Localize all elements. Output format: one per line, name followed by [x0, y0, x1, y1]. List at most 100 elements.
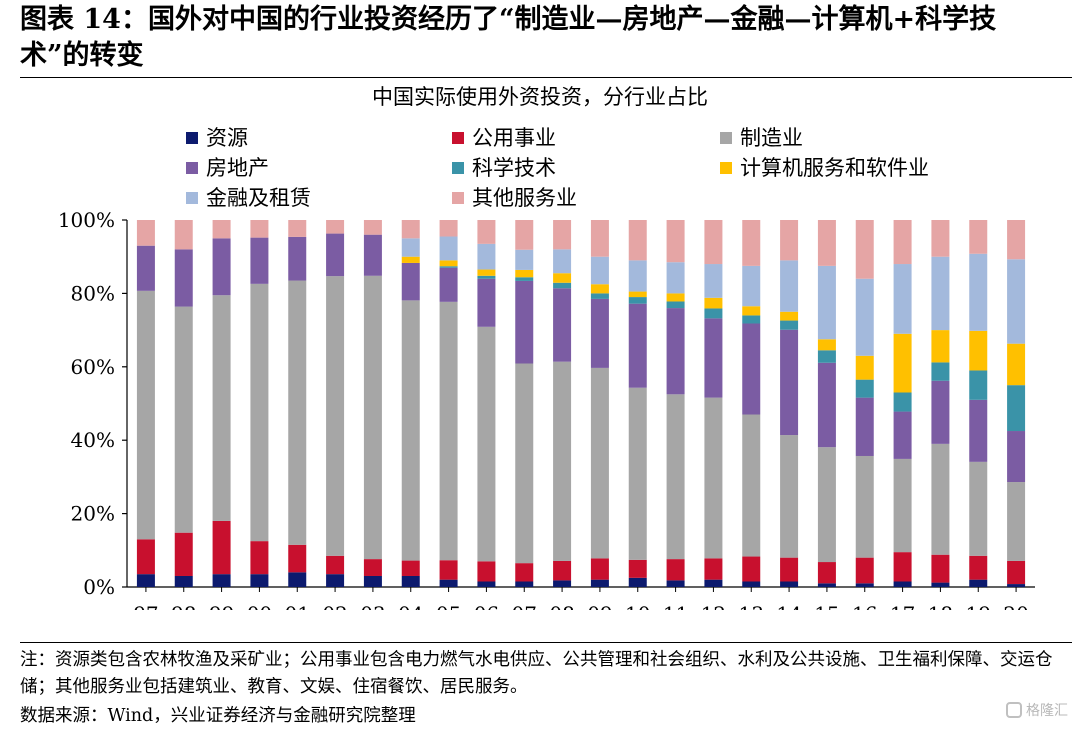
- bar-segment: [742, 265, 761, 307]
- y-tick-label: 20%: [71, 502, 115, 526]
- bar-segment: [780, 581, 799, 587]
- x-tick-label: 09: [587, 602, 612, 610]
- y-tick-label: 100%: [58, 208, 115, 232]
- bar-segment: [742, 581, 761, 587]
- bar-segment: [1007, 584, 1026, 587]
- bar-segment: [174, 575, 193, 587]
- bar-segment: [969, 555, 988, 580]
- bar-segment: [704, 264, 723, 298]
- legend-label: 科学技术: [472, 156, 556, 180]
- bar-segment: [553, 361, 572, 561]
- bar-segment: [742, 414, 761, 557]
- bar-segment: [893, 333, 912, 393]
- legend-label: 其他服务业: [472, 186, 577, 210]
- bar-segment: [780, 329, 799, 436]
- bar-segment: [590, 293, 609, 299]
- bar-segment: [553, 580, 572, 587]
- legend-label: 制造业: [740, 126, 803, 150]
- x-tick-label: 06: [474, 602, 499, 610]
- bar-segment: [1007, 385, 1026, 432]
- bar-segment: [250, 237, 269, 284]
- bar-segment: [780, 320, 799, 330]
- bar-segment: [515, 269, 534, 278]
- bar-segment: [855, 278, 874, 356]
- bar-segment: [212, 520, 231, 575]
- bar-segment: [817, 562, 836, 584]
- bar-segment: [742, 306, 761, 316]
- bar-segment: [326, 233, 345, 277]
- bar-segment: [855, 355, 874, 380]
- legend-swatch: [720, 132, 732, 144]
- bar-segment: [780, 557, 799, 582]
- stacked-bar-chart: 0% 20% 40% 60% 80% 100% 97 98 99 00 01 02 03 04 05 06 07…: [58, 208, 1035, 610]
- bar-segment: [250, 283, 269, 542]
- legend-item: 房地产: [186, 154, 269, 182]
- bar-segment: [1007, 259, 1026, 344]
- bar-segment: [931, 330, 950, 363]
- legend-swatch: [186, 132, 198, 144]
- bar-segment: [136, 220, 155, 246]
- x-tick-label: 03: [360, 602, 385, 610]
- bar-segment: [969, 370, 988, 400]
- bar-segment: [439, 236, 458, 261]
- bar-segment: [704, 397, 723, 559]
- bar-segment: [893, 220, 912, 265]
- x-tick-label: 18: [928, 602, 953, 610]
- x-tick-label: 98: [171, 602, 196, 610]
- bar-segment: [628, 559, 647, 578]
- bar-segment: [515, 249, 534, 270]
- bar-segment: [477, 275, 496, 279]
- bar-segment: [477, 278, 496, 327]
- bar-segment: [515, 220, 534, 250]
- bar-segment: [326, 276, 345, 556]
- bar-segment: [439, 220, 458, 237]
- bar-segment: [628, 577, 647, 587]
- bar-segment: [439, 260, 458, 267]
- bar-segment: [855, 557, 874, 584]
- bar-segment: [1007, 482, 1026, 561]
- bar-segment: [931, 554, 950, 583]
- data-source: 数据来源：Wind，兴业证券经济与金融研究院整理: [20, 706, 416, 726]
- bar-segment: [817, 583, 836, 587]
- watermark: 格隆汇: [1006, 700, 1068, 720]
- legend-label: 公用事业: [472, 126, 556, 150]
- x-tick-label: 12: [701, 602, 726, 610]
- bar-segment: [780, 220, 799, 261]
- bar-segment: [553, 249, 572, 274]
- bar-segment: [969, 253, 988, 331]
- bar-segment: [288, 572, 307, 587]
- legend-item: 公用事业: [452, 124, 556, 152]
- bar-segment: [969, 330, 988, 371]
- bar-segment: [1007, 220, 1026, 260]
- bar-segment: [817, 362, 836, 448]
- bar-segment: [477, 326, 496, 562]
- bar-segment: [439, 301, 458, 561]
- bar-segment: [515, 563, 534, 582]
- bar-segment: [666, 301, 685, 309]
- bar-segment: [553, 273, 572, 283]
- x-tick-label: 08: [549, 602, 574, 610]
- bar-segment: [628, 260, 647, 292]
- x-tick-label: 00: [247, 602, 272, 610]
- bar-segment: [1007, 431, 1026, 483]
- bar-segment: [174, 249, 193, 307]
- bar-segment: [742, 323, 761, 415]
- bar-segment: [136, 574, 155, 587]
- legend-label: 房地产: [206, 156, 269, 180]
- bar-segment: [212, 220, 231, 239]
- bar-segment: [590, 558, 609, 580]
- bar-segment: [1007, 343, 1026, 386]
- x-tick-label: 13: [739, 602, 764, 610]
- legend-label: 计算机服务和软件业: [740, 156, 929, 180]
- bar-segment: [628, 291, 647, 298]
- bar-segment: [704, 297, 723, 309]
- top-rule: [20, 77, 1072, 78]
- bar-segment: [477, 561, 496, 582]
- bar-segment: [666, 580, 685, 587]
- bar-segment: [363, 220, 382, 235]
- bar-segment: [174, 532, 193, 576]
- bar-segment: [704, 558, 723, 580]
- watermark-text: 格隆汇: [1026, 703, 1068, 719]
- bar-segment: [363, 559, 382, 576]
- bar-segment: [931, 256, 950, 331]
